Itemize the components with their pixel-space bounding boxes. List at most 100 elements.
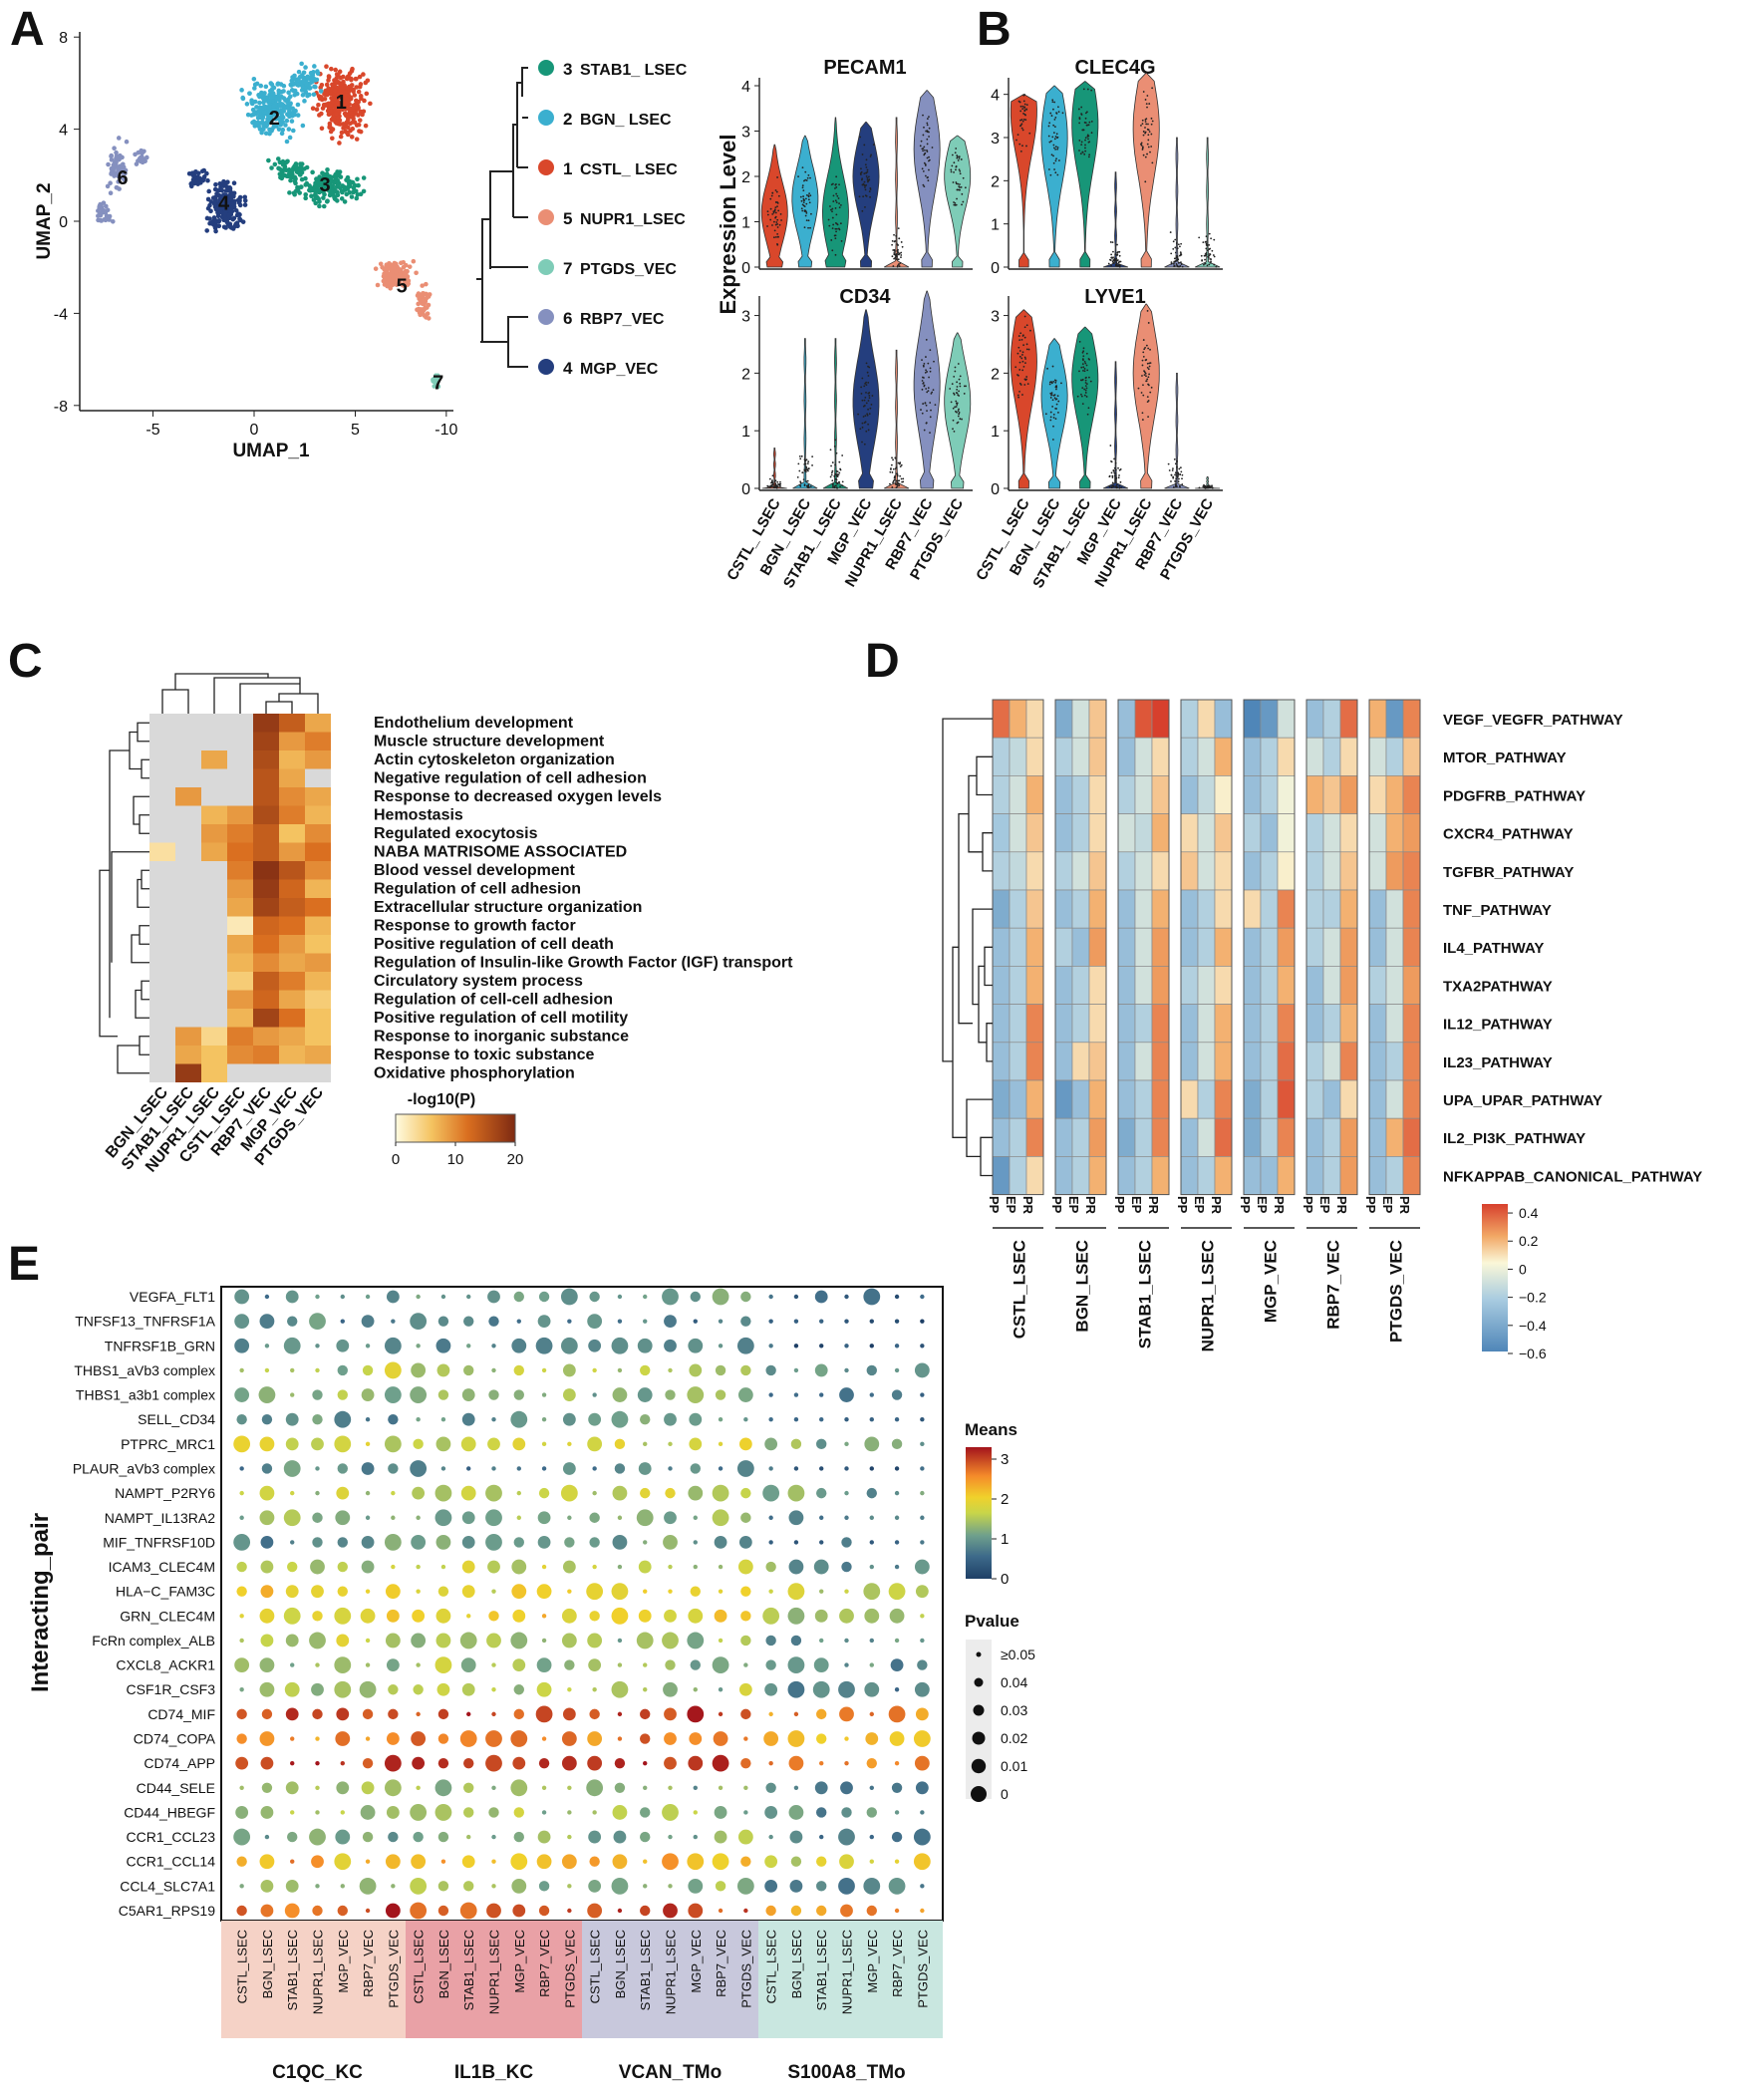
violin-jitter-point (1172, 485, 1175, 488)
violin-jitter-point (958, 408, 960, 411)
umap-point-cluster-2 (271, 104, 276, 109)
pathway-cell (1025, 775, 1044, 814)
violin-jitter-point (1208, 232, 1211, 235)
dotplot-dot (617, 1908, 623, 1914)
violin-jitter-point (766, 210, 769, 213)
dotplot-dot (740, 1291, 751, 1303)
violin-jitter-point (837, 197, 840, 199)
violin-jitter-point (1055, 398, 1058, 401)
violin-y-tick-label: 2 (741, 169, 750, 186)
pathway-cell (1260, 1117, 1279, 1157)
violin-jitter-point (803, 226, 806, 229)
violin-jitter-point (805, 466, 808, 469)
violin-jitter-point (897, 251, 900, 254)
dotplot-dot (611, 1410, 629, 1428)
violin-jitter-point (900, 463, 903, 466)
violin-jitter-point (771, 191, 774, 194)
violin-jitter-point (1208, 254, 1211, 257)
dotplot-dot (688, 1903, 704, 1919)
violin-jitter-point (1115, 257, 1118, 260)
umap-point-cluster-1 (324, 82, 330, 88)
dotplot-dot (740, 1708, 751, 1720)
violin-jitter-point (834, 253, 837, 256)
dotplot-dot (315, 1884, 320, 1889)
go-column-dendrogram (161, 673, 319, 714)
pathway-cell (1260, 927, 1279, 967)
pathway-cell (1071, 1042, 1090, 1081)
umap-point-cluster-1 (332, 88, 338, 94)
umap-point-cluster-2 (301, 79, 307, 85)
umap-point-cluster-6 (139, 148, 144, 153)
dotplot-column-label: BGN_LSEC (260, 1930, 275, 1998)
pathway-label: TNF_PATHWAY (1443, 902, 1552, 919)
pathway-cell (1322, 699, 1341, 739)
go-cell (201, 953, 227, 972)
violin-jitter-point (780, 219, 782, 221)
dotplot-dot (840, 1904, 853, 1918)
dotplot-dot (891, 1438, 903, 1450)
umap-point-cluster-1 (349, 135, 355, 140)
violin-jitter-point (809, 176, 811, 179)
dotplot-dot (915, 1585, 929, 1599)
dotplot-dot (690, 1291, 701, 1303)
umap-point-cluster-3 (336, 181, 341, 187)
dotplot-dot (894, 1908, 900, 1914)
violin-jitter-point (1018, 143, 1021, 146)
pathway-cell (1151, 966, 1170, 1005)
violin-jitter-point (1081, 403, 1084, 406)
dotplot-dot (614, 1782, 626, 1794)
legend-marker-4 (538, 359, 554, 375)
cluster-label-3: 3 (319, 174, 330, 196)
violin-jitter-point (834, 237, 837, 240)
violin-jitter-point (954, 201, 957, 204)
violin-jitter-point (1015, 139, 1017, 142)
violin-jitter-point (1144, 372, 1147, 375)
violin-jitter-point (1144, 121, 1147, 123)
violin-PTGDS_VEC (1195, 476, 1221, 489)
dotplot-dot (537, 1830, 551, 1844)
dotplot-column-label: NUPR1_LSEC (311, 1930, 326, 2014)
violin-jitter-point (1050, 140, 1052, 143)
violin-jitter-point (865, 174, 868, 177)
dotplot-dot (816, 1881, 827, 1892)
umap-point-cluster-2 (292, 112, 297, 118)
dotplot-dot (516, 1319, 521, 1324)
umap-point-cluster-4 (213, 181, 218, 187)
dotplot-dot (841, 1807, 852, 1818)
violin-jitter-point (928, 155, 930, 158)
dotplot-dot (813, 1559, 829, 1575)
pathway-cell (1243, 1156, 1262, 1195)
dotplot-dot (588, 1339, 602, 1352)
umap-point-cluster-3 (294, 164, 299, 169)
dotplot-dot (869, 1344, 874, 1349)
violin-jitter-point (863, 399, 866, 402)
violin-jitter-point (1173, 262, 1175, 265)
violin-jitter-point (1050, 115, 1053, 117)
violin-jitter-point (1084, 389, 1087, 392)
umap-point-cluster-1 (354, 76, 359, 82)
umap-point-cluster-1 (332, 116, 337, 122)
violin-jitter-point (864, 184, 867, 187)
violin-jitter-point (867, 375, 870, 377)
pathway-cell (992, 1004, 1011, 1044)
umap-point-cluster-2 (314, 77, 320, 83)
umap-point-cluster-1 (361, 109, 367, 115)
umap-point-cluster-2 (256, 124, 261, 129)
pathway-cell (992, 813, 1011, 853)
umap-point-cluster-5 (403, 268, 409, 274)
violin-jitter-point (779, 213, 782, 215)
dotplot-dot (538, 1881, 550, 1892)
violin-jitter-point (1085, 364, 1088, 367)
violin-jitter-point (1172, 467, 1174, 470)
dotplot-dot (844, 1736, 849, 1741)
dotplot-dot (693, 1834, 698, 1840)
violin-jitter-point (1176, 247, 1179, 250)
dotplot-dot (440, 1294, 446, 1300)
dotplot-dot (688, 1485, 704, 1501)
pathway-group-frame (1243, 699, 1296, 1196)
violin-jitter-point (1082, 355, 1085, 358)
pathway-cell (1088, 813, 1107, 853)
violin-jitter-point (866, 413, 869, 416)
violin-jitter-point (1086, 413, 1089, 416)
